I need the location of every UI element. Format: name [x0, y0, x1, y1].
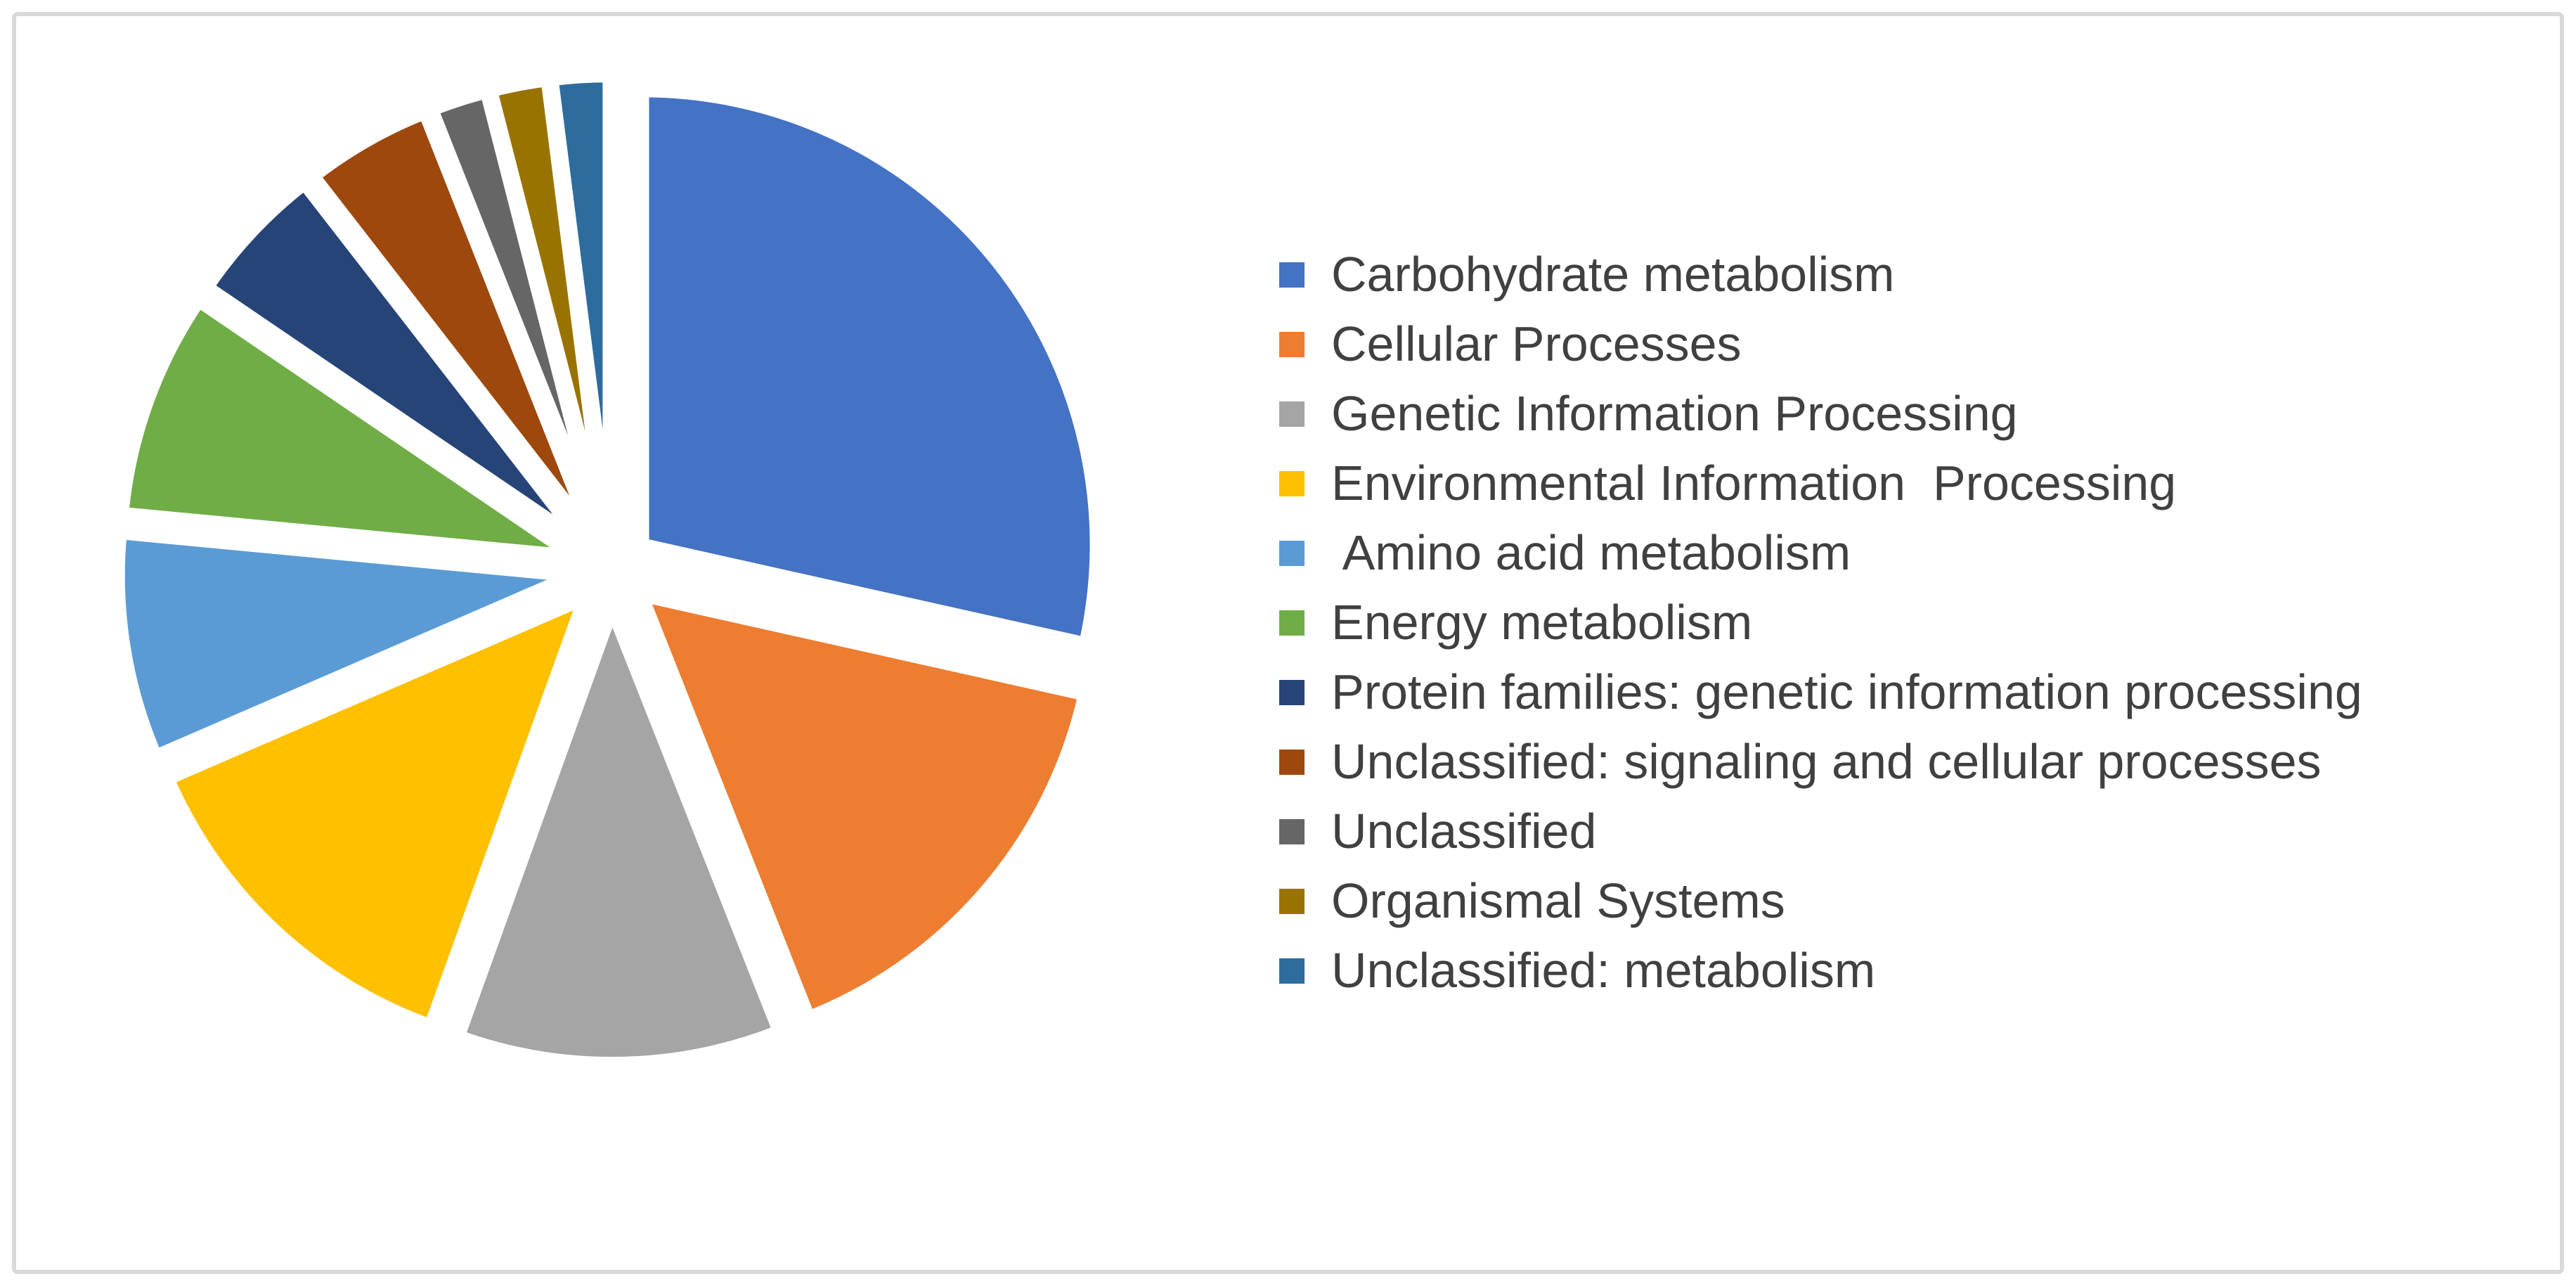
legend-swatch-icon [1279, 818, 1305, 844]
pie-slice-3 [162, 592, 590, 1032]
legend-item: Carbohydrate metabolism [1279, 240, 2362, 309]
legend-swatch-icon [1279, 679, 1305, 705]
legend-item: Cellular Processes [1279, 309, 2362, 379]
legend-label: Energy metabolism [1331, 595, 1753, 650]
legend-item: Unclassified: metabolism [1279, 936, 2362, 1005]
legend-label: Cellular Processes [1331, 316, 1742, 371]
legend-swatch-icon [1279, 749, 1305, 775]
pie-slice-6 [201, 177, 589, 548]
pie-slice-2 [452, 603, 786, 1070]
legend-item: Amino acid metabolism [1279, 518, 2362, 588]
legend-item: Protein families: genetic information pr… [1279, 657, 2362, 727]
legend-swatch-icon [1279, 958, 1305, 984]
pie-slice-0 [636, 84, 1103, 650]
pie-slice-1 [635, 589, 1091, 1024]
legend-swatch-icon [1279, 331, 1305, 357]
legend-label: Genetic Information Processing [1331, 386, 2018, 441]
legend-swatch-icon [1279, 610, 1305, 636]
legend-label: Protein families: genetic information pr… [1331, 664, 2362, 719]
legend-swatch-icon [1279, 888, 1305, 914]
legend-swatch-icon [1279, 470, 1305, 496]
legend-item: Genetic Information Processing [1279, 379, 2362, 449]
legend-label: Unclassified: metabolism [1331, 943, 1876, 998]
legend-label: Organismal Systems [1331, 873, 1785, 928]
pie-slice-5 [116, 295, 581, 562]
legend-label: Carbohydrate metabolism [1331, 247, 1895, 302]
chart-legend: Carbohydrate metabolism Cellular Processe… [1279, 240, 2362, 1005]
legend-swatch-icon [1279, 540, 1305, 566]
pie-slice-4 [112, 527, 578, 763]
pie-slice-7 [307, 106, 598, 541]
legend-item: Unclassified: signaling and cellular pro… [1279, 727, 2362, 797]
legend-item: Energy metabolism [1279, 588, 2362, 657]
legend-item: Organismal Systems [1279, 866, 2362, 936]
legend-swatch-icon [1279, 262, 1305, 288]
pie-slice-10 [545, 70, 616, 536]
legend-item: Environmental Information Processing [1279, 449, 2362, 518]
legend-label: Environmental Information Processing [1331, 456, 2177, 510]
legend-label: Unclassified: signaling and cellular pro… [1331, 734, 2322, 789]
legend-item: Unclassified [1279, 797, 2362, 866]
legend-swatch-icon [1279, 401, 1305, 427]
legend-label: Unclassified [1331, 804, 1597, 859]
legend-label: Amino acid metabolism [1331, 525, 1851, 580]
